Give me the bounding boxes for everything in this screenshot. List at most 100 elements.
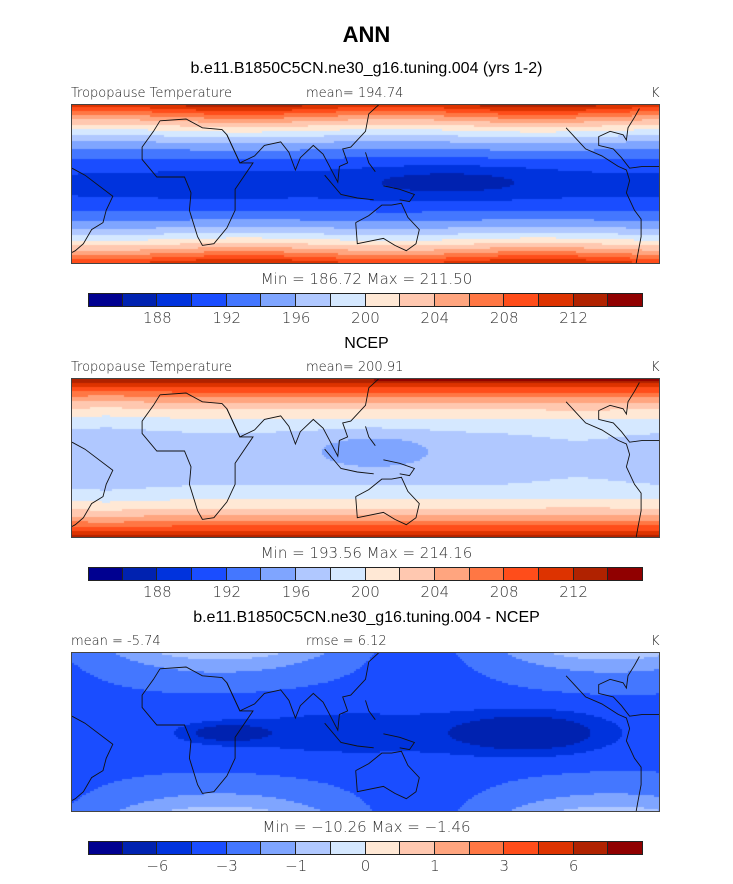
colorbar-tick-label: 3	[499, 857, 510, 875]
coastline	[226, 105, 379, 184]
colorbar-cell	[261, 293, 297, 307]
colorbar-cell	[538, 567, 574, 581]
coastline	[355, 476, 420, 526]
colorbar	[88, 293, 643, 307]
colorbar-cell	[261, 841, 297, 855]
left-label: Tropopause Temperature	[71, 86, 232, 101]
colorbar-tick-label: 192	[212, 309, 242, 327]
min-max-label: Min = −10.26 Max = −1.46	[262, 818, 471, 836]
colorbar-cell	[504, 567, 539, 581]
coastline	[324, 448, 374, 475]
colorbar-tick-label: 212	[559, 309, 588, 327]
colorbar-cell	[400, 841, 435, 855]
coastline	[365, 152, 376, 172]
coastline	[365, 426, 376, 446]
colorbar-tick-label: 208	[489, 583, 519, 601]
colorbar-tick-label: 6	[568, 857, 579, 875]
colorbar-cell	[330, 841, 366, 855]
colorbar-tick-label: 188	[143, 583, 172, 601]
colorbar-tick-label: 200	[351, 309, 380, 327]
colorbar-tick-label: 188	[143, 309, 172, 327]
colorbar-cell	[608, 567, 643, 581]
coastline	[565, 127, 642, 263]
colorbar-cell	[122, 841, 158, 855]
colorbar-cell	[157, 567, 193, 581]
colorbar-cell	[608, 293, 643, 307]
coastline	[598, 656, 659, 717]
coastline	[598, 108, 659, 169]
coastline	[72, 715, 114, 801]
colorbar-tick-label: 208	[489, 309, 519, 327]
coastline	[72, 167, 114, 253]
coastline	[141, 392, 254, 520]
min-max-label: Min = 193.56 Max = 214.16	[260, 544, 473, 562]
coastlines	[72, 105, 659, 263]
colorbar-tick-label: 204	[420, 309, 450, 327]
left-label: Tropopause Temperature	[71, 360, 232, 375]
min-max-label: Min = 186.72 Max = 211.50	[260, 270, 473, 288]
coastline	[598, 382, 659, 443]
colorbar-cell	[88, 293, 123, 307]
colorbar-cell	[469, 567, 505, 581]
colorbar-cell	[296, 567, 331, 581]
colorbar-cell	[330, 293, 366, 307]
panel-title: b.e11.B1850C5CN.ne30_g16.tuning.004 - NC…	[193, 609, 540, 626]
center-label: mean= 194.74	[306, 86, 404, 101]
colorbar-cell	[330, 567, 366, 581]
colorbar-cell	[538, 841, 574, 855]
left-label: mean = -5.74	[71, 634, 161, 649]
colorbar-tick-label: −1	[285, 857, 308, 875]
colorbar-cell	[226, 841, 262, 855]
coastline	[383, 185, 416, 203]
colorbar-cell	[573, 293, 609, 307]
colorbar-cell	[192, 841, 227, 855]
colorbar-cell	[226, 293, 262, 307]
coastlines	[72, 379, 659, 537]
coastline	[565, 675, 642, 811]
colorbar-tick-label: −3	[215, 857, 238, 875]
colorbar-cell	[538, 293, 574, 307]
contour-map	[71, 652, 660, 812]
colorbar-cell	[434, 841, 470, 855]
colorbar-tick-label: 196	[281, 583, 311, 601]
colorbar-cell	[122, 293, 158, 307]
colorbar-cell	[157, 841, 193, 855]
colorbar	[88, 567, 643, 581]
colorbar-cell	[157, 293, 193, 307]
colorbar-cell	[365, 293, 401, 307]
colorbar-cell	[504, 293, 539, 307]
colorbar-cell	[296, 841, 331, 855]
coastline	[365, 700, 376, 720]
contour-map	[71, 104, 660, 264]
colorbar-cell	[192, 567, 227, 581]
coastline	[383, 733, 416, 751]
colorbar-cell	[88, 567, 123, 581]
contour-map	[71, 378, 660, 538]
coastline	[355, 202, 420, 252]
colorbar-tick-label: 204	[420, 583, 450, 601]
center-label: rmse = 6.12	[306, 634, 387, 649]
colorbar-cell	[504, 841, 539, 855]
coastlines	[72, 653, 659, 811]
colorbar-cell	[573, 567, 609, 581]
colorbar-tick-label: 196	[281, 309, 311, 327]
coastline	[383, 459, 416, 477]
colorbar-cell	[400, 293, 435, 307]
coastline	[72, 441, 114, 527]
colorbar-cell	[365, 841, 401, 855]
colorbar-cell	[261, 567, 297, 581]
coastline	[324, 174, 374, 201]
colorbar	[88, 841, 643, 855]
colorbar-cell	[226, 567, 262, 581]
colorbar-cell	[573, 841, 609, 855]
coastline	[565, 401, 642, 537]
page-title: ANN	[342, 22, 391, 47]
units-label: K	[651, 360, 660, 375]
coastline	[355, 750, 420, 800]
colorbar-cell	[434, 567, 470, 581]
coastline	[141, 118, 254, 246]
colorbar-cell	[469, 841, 505, 855]
coastline	[324, 722, 374, 749]
units-label: K	[651, 86, 660, 101]
colorbar-tick-label: 200	[351, 583, 380, 601]
